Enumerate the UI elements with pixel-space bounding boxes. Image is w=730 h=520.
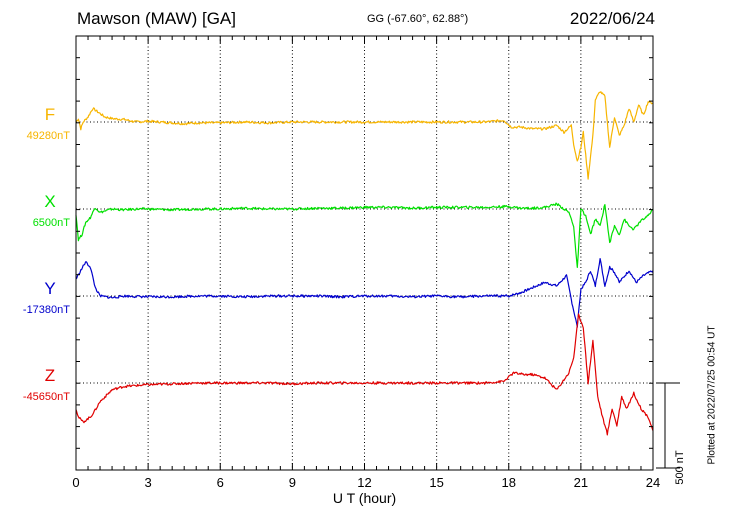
- series-y-line: [75, 258, 654, 328]
- series-labels: F 49280nT X 6500nT Y -17380nT Z -45650nT: [23, 105, 70, 403]
- series-f-label: F: [45, 105, 55, 124]
- x-tick-label-12: 12: [357, 475, 371, 490]
- scale-bar-label: 500 nT: [674, 450, 686, 485]
- series-x-baseline-value: 6500nT: [33, 217, 71, 229]
- axes: 0 3 6 9 12 15 18 21 24 U T (hour) 500 nT: [72, 35, 686, 506]
- x-tick-label-21: 21: [574, 475, 588, 490]
- series-f-line: [75, 91, 654, 180]
- series-z-baseline-value: -45650nT: [23, 391, 70, 403]
- series-x-line: [75, 202, 654, 268]
- station-title: Mawson (MAW) [GA]: [77, 9, 236, 28]
- series-y-label: Y: [44, 279, 55, 298]
- series-z-label: Z: [45, 366, 55, 385]
- x-tick-label-6: 6: [217, 475, 224, 490]
- series-traces: [75, 91, 654, 436]
- x-tick-label-9: 9: [289, 475, 296, 490]
- x-tick-label-3: 3: [145, 475, 152, 490]
- grid-lines: [147, 36, 582, 470]
- x-tick-label-24: 24: [646, 475, 660, 490]
- x-tick-label-18: 18: [502, 475, 516, 490]
- baseline-lines: [76, 121, 653, 384]
- date-label: 2022/06/24: [569, 9, 655, 28]
- series-f-baseline-value: 49280nT: [27, 130, 71, 142]
- x-tick-label-15: 15: [429, 475, 443, 490]
- series-y-baseline-value: -17380nT: [23, 304, 70, 316]
- x-axis-title: U T (hour): [333, 490, 396, 506]
- coordinates-label: GG (-67.60°, 62.88°): [367, 13, 469, 25]
- x-tick-label-0: 0: [72, 475, 79, 490]
- series-z-line: [75, 313, 654, 436]
- series-x-label: X: [44, 192, 55, 211]
